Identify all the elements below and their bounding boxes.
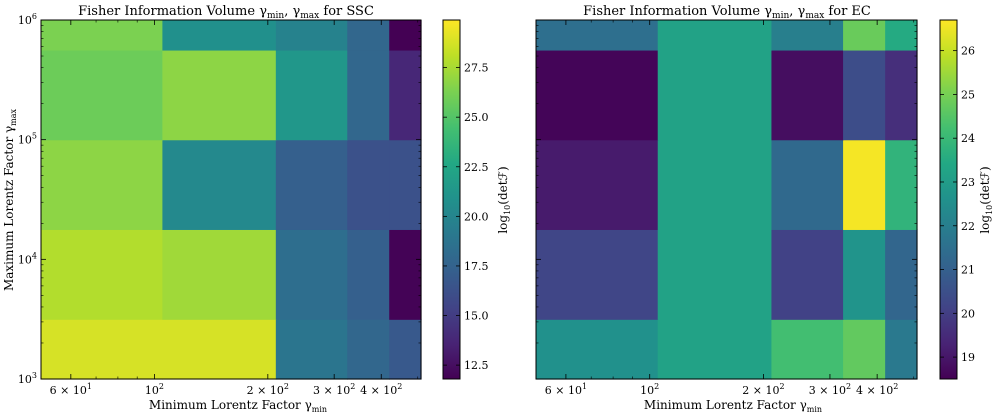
colorbar-tick-label: 19 (961, 351, 975, 364)
colorbar-tick-label: 15.0 (464, 310, 489, 323)
heatmap-cell (536, 229, 659, 320)
heatmap-cell (389, 49, 422, 141)
heatmap-cell (389, 20, 422, 51)
colorbar-tick-label: 25 (961, 88, 975, 101)
heatmap-cell (843, 20, 886, 51)
heatmap-cell (771, 49, 844, 141)
ssc-colorbar-ticks: 12.5 15.0 17.5 20.0 22.5 25.0 27.5 (443, 62, 489, 372)
colorbar-tick-label: 27.5 (464, 62, 489, 75)
colorbar-tick-label: 26 (961, 45, 975, 58)
panel-ec: Fisher Information Volume γmin, γmax for… (535, 4, 994, 414)
ssc-ylabel: Maximum Lorentz Factor γmax (2, 108, 18, 291)
ec-colorbar-label: log10(detℱ) (978, 166, 994, 233)
colorbar-tick-label: 24 (961, 132, 975, 145)
heatmap-cell (843, 49, 886, 141)
heatmap-cell (771, 319, 844, 380)
heatmap-cell (275, 139, 348, 230)
heatmap-cell (771, 139, 844, 230)
colorbar-tick-label: 20.0 (464, 210, 489, 223)
heatmap-cell (843, 319, 886, 380)
heatmap-cell (162, 139, 277, 230)
heatmap-cell (275, 229, 348, 320)
heatmap-cell (389, 319, 422, 380)
heatmap-cell (885, 20, 918, 51)
heatmap-cell (275, 49, 348, 141)
ec-xlabel: Minimum Lorentz Factor γmin (644, 398, 822, 414)
heatmap-cell (536, 319, 659, 380)
heatmap-cell (885, 49, 918, 141)
heatmap-cell (843, 229, 886, 320)
heatmap-cell (275, 319, 348, 380)
ssc-colorbar (442, 19, 461, 380)
colorbar-tick-label: 21 (961, 264, 975, 277)
heatmap-cell (657, 229, 773, 320)
heatmap-cell (657, 20, 773, 51)
colorbar-tick-label: 20 (961, 307, 975, 320)
x-tick-label: 3 × 102 (313, 382, 355, 397)
heatmap-cell (41, 49, 163, 141)
heatmap-cell (657, 49, 773, 141)
ec-heatmap-cells (536, 20, 918, 380)
y-tick-label: 104 (18, 251, 37, 266)
heatmap-cell (162, 49, 277, 141)
ec-colorbar-ticks: 19 20 21 22 23 24 25 26 (940, 45, 975, 364)
heatmap-cell (347, 319, 390, 380)
x-tick-label: 4 × 102 (856, 382, 898, 397)
heatmap-cell (885, 229, 918, 320)
y-tick-label: 105 (18, 132, 37, 147)
heatmap-cell (41, 229, 163, 320)
heatmap-cell (41, 139, 163, 230)
x-tick-label: 2 × 102 (742, 382, 784, 397)
heatmap-cell (657, 139, 773, 230)
x-tick-label: 4 × 102 (360, 382, 402, 397)
heatmap-cell (347, 229, 390, 320)
heatmap-cell (347, 139, 390, 230)
heatmap-cell (347, 49, 390, 141)
colorbar-tick-label: 22 (961, 220, 975, 233)
colorbar-tick-label: 17.5 (464, 260, 489, 273)
ssc-heatmap-cells (41, 20, 422, 380)
heatmap-cell (536, 139, 659, 230)
ssc-title: Fisher Information Volume γmin, γmax for… (78, 4, 374, 21)
colorbar-tick-label: 22.5 (464, 161, 489, 174)
heatmap-cell (41, 20, 163, 51)
heatmap-cell (885, 139, 918, 230)
heatmap-cell (771, 229, 844, 320)
heatmap-cell (536, 49, 659, 141)
heatmap-cell (843, 139, 886, 230)
heatmap-cell (657, 319, 773, 380)
heatmap-cell (536, 20, 659, 51)
heatmap-cell (389, 229, 422, 320)
x-tick-label: 3 × 102 (809, 382, 851, 397)
heatmap-cell (275, 20, 348, 51)
x-tick-label: 6 × 101 (545, 382, 587, 397)
heatmap-cell (389, 139, 422, 230)
ec-colorbar (939, 19, 958, 380)
x-tick-label: 6 × 101 (50, 382, 92, 397)
heatmap-cell (347, 20, 390, 51)
ssc-colorbar-label: log10(detℱ) (496, 166, 512, 233)
panel-ssc: Fisher Information Volume γmin, γmax for… (2, 4, 512, 414)
ssc-xlabel: Minimum Lorentz Factor γmin (149, 398, 327, 414)
heatmap-cell (162, 20, 277, 51)
y-tick-label: 103 (18, 371, 37, 386)
x-tick-label: 2 × 102 (247, 382, 289, 397)
colorbar-tick-label: 23 (961, 176, 975, 189)
y-tick-label: 106 (18, 12, 37, 27)
heatmap-cell (162, 319, 277, 380)
heatmap-cell (41, 319, 163, 380)
ec-axis-ticks: 6 × 101 102 2 × 102 3 × 102 4 × 102 (536, 19, 917, 397)
x-tick-label: 102 (145, 382, 164, 397)
ec-title: Fisher Information Volume γmin, γmax for… (583, 4, 871, 21)
heatmap-cell (162, 229, 277, 320)
colorbar-tick-label: 25.0 (464, 111, 489, 124)
ssc-axis-ticks: 6 × 101 102 2 × 102 3 × 102 4 × 102 103 104 105… (18, 12, 421, 397)
heatmap-cell (771, 20, 844, 51)
x-tick-label: 102 (640, 382, 659, 397)
heatmap-cell (885, 319, 918, 380)
ec-plot-frame (535, 19, 918, 380)
colorbar-tick-label: 12.5 (464, 359, 489, 372)
ssc-plot-frame (40, 19, 422, 380)
